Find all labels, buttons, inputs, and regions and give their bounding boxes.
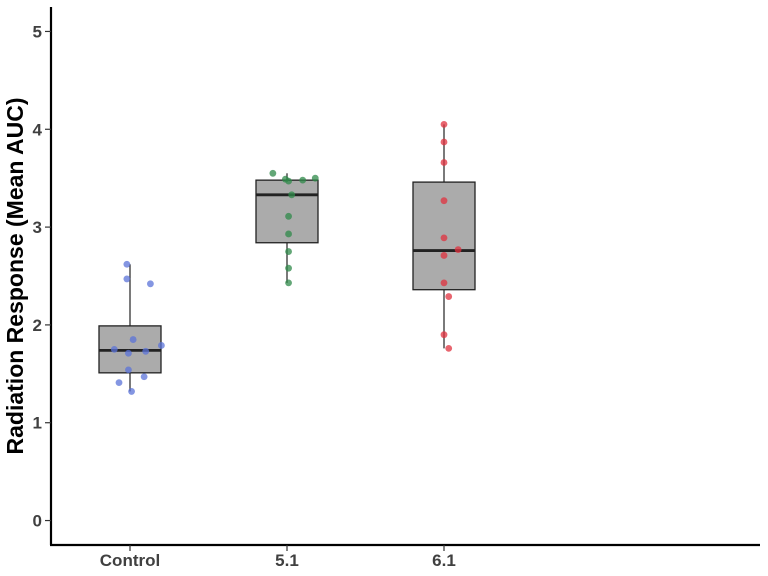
data-point	[147, 280, 154, 288]
data-point	[158, 342, 165, 349]
y-tick-label: 1	[33, 414, 42, 433]
x-tick-label: 5.1	[275, 551, 299, 570]
x-tick-label: Control	[100, 551, 160, 570]
data-point	[440, 197, 448, 205]
data-point	[125, 349, 132, 357]
data-point	[299, 176, 307, 184]
data-point	[115, 379, 123, 387]
data-point	[440, 279, 448, 287]
data-point	[140, 373, 148, 381]
data-point	[445, 293, 453, 300]
data-point	[142, 347, 150, 355]
data-point	[440, 252, 448, 259]
data-point	[125, 366, 132, 374]
data-point	[110, 345, 118, 353]
x-axis-ticks: Control 5.1 6.1	[100, 545, 456, 570]
y-tick-label: 3	[33, 218, 42, 237]
data-point	[454, 246, 462, 253]
data-point	[123, 275, 131, 283]
y-axis-ticks: 0 1 2 3 4 5	[33, 22, 51, 531]
data-point	[128, 388, 135, 395]
y-tick-label: 0	[33, 512, 42, 531]
data-point	[440, 120, 448, 128]
data-point	[445, 344, 453, 352]
data-point	[123, 260, 131, 268]
data-point	[288, 191, 296, 199]
data-point	[285, 177, 292, 185]
data-point	[440, 159, 448, 166]
y-tick-label: 5	[33, 22, 42, 41]
data-point	[440, 331, 448, 339]
data-point	[129, 336, 137, 343]
data-point	[440, 234, 448, 242]
data-point	[285, 279, 292, 287]
y-axis-title: Radiation Response (Mean AUC)	[2, 98, 28, 455]
data-point	[285, 264, 292, 272]
data-point	[440, 138, 448, 146]
y-tick-label: 4	[33, 120, 43, 139]
data-point	[285, 248, 292, 255]
data-point	[285, 212, 292, 220]
data-point	[285, 230, 292, 238]
plot-area	[98, 120, 476, 395]
data-point	[311, 174, 319, 182]
y-tick-label: 2	[33, 316, 42, 335]
data-point	[269, 169, 277, 177]
x-tick-label: 6.1	[432, 551, 456, 570]
